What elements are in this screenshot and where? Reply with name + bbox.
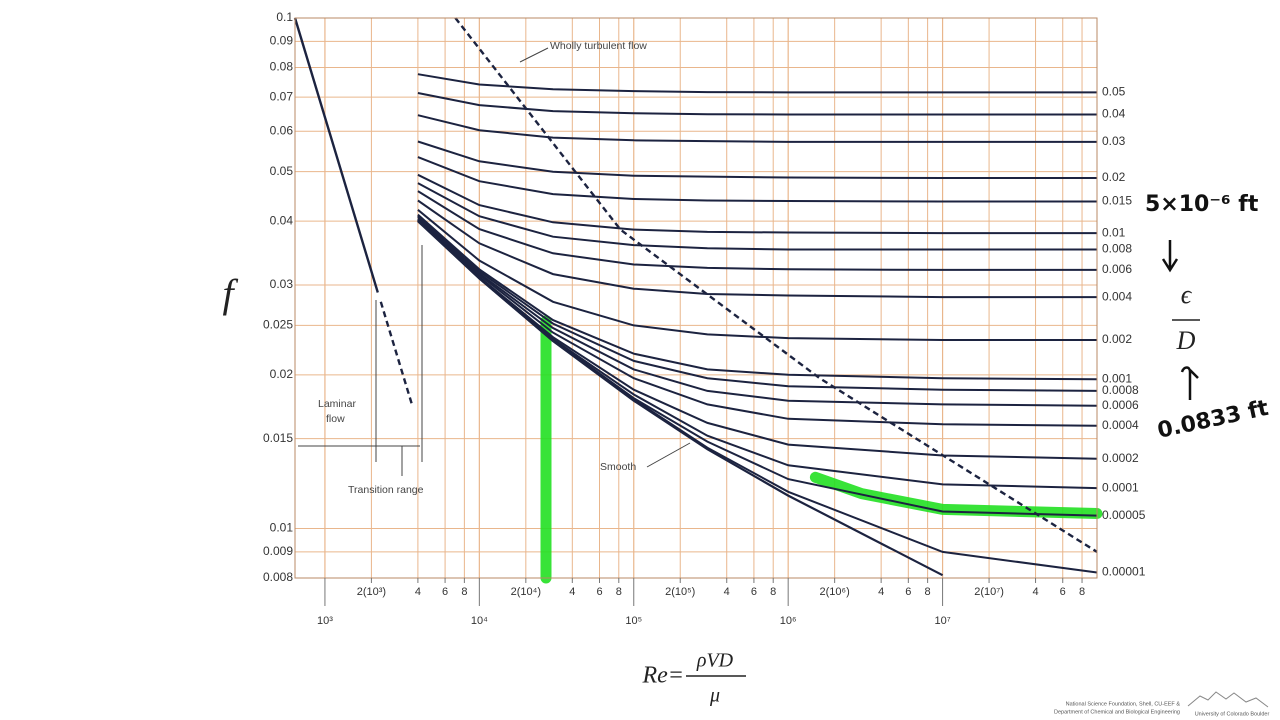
x-tick-label: 4 [569,586,575,598]
x-tick-label: 6 [442,586,448,598]
roughness-label: 0.004 [1102,289,1132,303]
y-tick-label: 0.07 [270,89,294,103]
roughness-label: 0.008 [1102,242,1132,256]
y-tick-label: 0.008 [263,570,293,584]
roughness-label: 0.001 [1102,371,1132,385]
y-tick-label: 0.04 [270,213,294,227]
y-tick-label: 0.015 [263,431,293,445]
roughness-curve [417,114,1097,143]
x-tick-label: 2(10³) [357,586,386,598]
leader-line [646,442,691,468]
x-tick-label: 8 [925,586,931,598]
y-tick-label: 0.1 [276,10,293,24]
note-arrow [1180,366,1199,400]
roughness-label: 0.01 [1102,225,1126,239]
laminar-line [293,17,379,293]
x-tick-label: 2(10⁷) [974,586,1004,598]
x-tick-label: 8 [770,586,776,598]
x-tick-label: 10⁶ [780,615,797,627]
dashed-line [379,301,414,408]
roughness-curve [417,217,1098,427]
x-tick-label: 8 [616,586,622,598]
roughness-label: 0.0008 [1102,383,1139,397]
y-tick-label: 0.025 [263,318,293,332]
x-tick-label: 6 [905,586,911,598]
roughness-label: 0.015 [1102,194,1132,208]
roughness-label: 0.0001 [1102,480,1139,494]
marks [293,17,1103,584]
roughness-label: 0.006 [1102,262,1132,276]
leader-line [519,47,549,63]
x-tick-label: 8 [461,586,467,598]
x-tick-label: 4 [1032,586,1038,598]
y-tick-label: 0.01 [270,521,294,535]
roughness-label: 0.04 [1102,107,1126,121]
roughness-label: 0.05 [1102,85,1126,99]
x-tick-label: 10⁴ [471,615,488,627]
roughness-curve [417,173,1097,235]
smooth-curve [417,220,944,577]
x-tick-label: 4 [878,586,884,598]
x-tick-label: 8 [1079,586,1085,598]
x-tick-label: 6 [1060,586,1066,598]
logo-mountains [1187,691,1269,708]
roughness-label: 0.03 [1102,134,1126,148]
x-tick-label: 4 [415,586,421,598]
footer-text: Department of Chemical and Biological En… [1054,709,1180,715]
roughness-label: 0.0006 [1102,398,1139,412]
dashed-line [454,17,1098,553]
y-tick-label: 0.009 [263,544,293,558]
x-tick-label: 6 [751,586,757,598]
y-tick-label: 0.02 [270,367,294,381]
annotation: flow [326,413,345,425]
annotation: Transition range [348,484,424,496]
x-tick-label: 2(10⁶) [820,586,850,598]
roughness-label: 0.00005 [1102,508,1146,522]
footer-text: University of Colorado Boulder [1195,711,1270,717]
x-tick-label: 6 [596,586,602,598]
x-tick-label: 2(10⁴) [511,586,541,598]
y-tick-label: 0.09 [270,34,294,48]
x-axis-label-denominator: μ [709,685,720,707]
y-tick-label: 0.05 [270,164,294,178]
annotation: Wholly turbulent flow [550,40,647,52]
x-tick-label: 10⁵ [625,615,642,627]
x-tick-label: 10³ [317,615,333,627]
plot-frame [294,17,1098,579]
roughness-curve [417,140,1097,179]
roughness-curve [417,182,1097,251]
highlight [809,471,1103,519]
roughness-curve [417,92,1097,116]
roughness-curve [417,156,1097,203]
note: 5×10⁻⁶ ft [1145,192,1259,217]
roughness-curve [417,199,1097,299]
roughness-curve [417,214,1098,392]
x-tick-label: 2(10⁵) [665,586,695,598]
note: D [1176,326,1196,355]
roughness-curve [417,209,1097,341]
note-arrow [1161,240,1179,273]
footer-text: National Science Foundation, Shell, CU-E… [1066,701,1181,707]
x-axis-label: Re= [641,663,684,689]
roughness-curve [417,213,1098,381]
x-tick-label: 10⁷ [934,615,950,627]
roughness-label: 0.02 [1102,170,1126,184]
x-tick-label: 4 [724,586,730,598]
roughness-label: 0.00001 [1102,565,1146,579]
roughness-label: 0.002 [1102,332,1132,346]
roughness-curve [417,73,1097,94]
roughness-curve [417,216,1098,407]
roughness-label: 0.0004 [1102,418,1139,432]
y-tick-label: 0.03 [270,277,294,291]
note: ϵ [1181,280,1193,309]
smooth-label: Smooth [600,461,636,473]
y-tick-label: 0.08 [270,60,294,74]
annotation: Laminar [318,398,356,410]
y-tick-label: 0.06 [270,123,294,137]
x-axis-label-numerator: ρVD [696,650,734,672]
roughness-label: 0.0002 [1102,451,1139,465]
